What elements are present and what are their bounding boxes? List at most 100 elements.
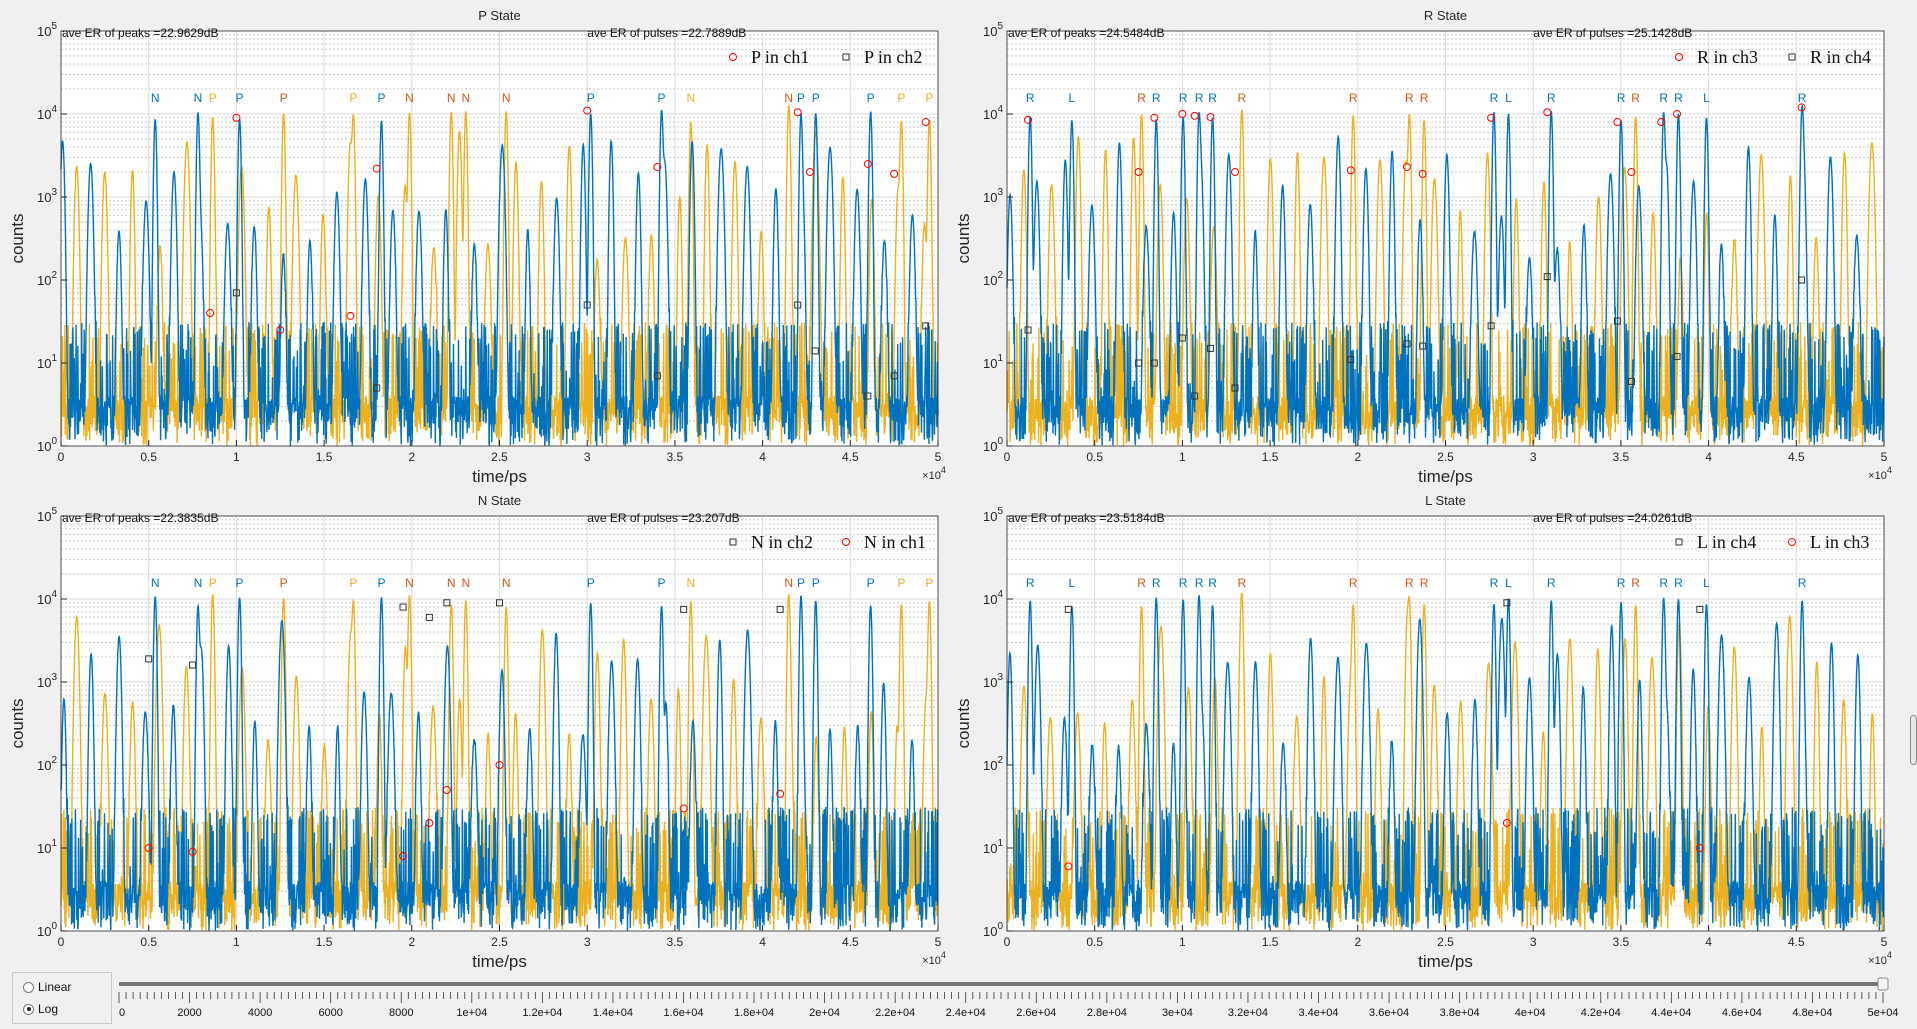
square-marker xyxy=(1347,356,1355,364)
peak-label: R xyxy=(1238,576,1247,590)
x-exponent-label: ×104 xyxy=(922,465,946,482)
er-peaks-text: ave ER of peaks =23.5184dB xyxy=(1008,511,1164,525)
square-marker xyxy=(443,599,451,607)
x-tick-label: 1 xyxy=(1179,935,1186,949)
radio-log-label: Log xyxy=(38,1002,59,1016)
er-peaks-text: ave ER of peaks =22.3835dB xyxy=(62,511,218,525)
slider-tick-label: 4e+04 xyxy=(1515,1007,1546,1019)
peak-label: R xyxy=(1798,576,1807,590)
y-tick-label: 101 xyxy=(983,838,1003,856)
slider-track[interactable] xyxy=(119,982,1883,986)
y-tick-label: 103 xyxy=(983,672,1003,690)
peak-label: R xyxy=(1195,91,1204,105)
circle-marker xyxy=(1502,819,1511,828)
radio-log[interactable]: Log xyxy=(23,1002,58,1016)
x-tick-label: 0.5 xyxy=(140,450,157,464)
y-tick-label: 104 xyxy=(983,104,1003,122)
trace-blue-channel xyxy=(1006,594,1885,931)
radio-linear-circle[interactable] xyxy=(23,981,34,993)
peak-label: P xyxy=(897,576,905,590)
peak-label: R xyxy=(1659,576,1668,590)
circle-marker xyxy=(1346,166,1355,175)
circle-marker xyxy=(495,761,504,769)
x-tick-label: 5 xyxy=(935,935,942,949)
circle-marker xyxy=(1797,103,1806,112)
y-tick-label: 100 xyxy=(37,921,57,939)
peak-label: P xyxy=(797,576,805,590)
peak-label: P xyxy=(925,576,933,590)
slider-tick-label: 4.8e+04 xyxy=(1792,1007,1832,1019)
radio-linear[interactable]: Linear xyxy=(23,980,71,994)
x-tick-label: 1.5 xyxy=(1262,935,1279,949)
square-marker xyxy=(1696,605,1704,613)
peak-label: P xyxy=(377,91,385,105)
peak-label: N xyxy=(151,576,160,590)
radio-log-circle[interactable] xyxy=(23,1003,34,1015)
circle-marker xyxy=(442,785,451,794)
peak-label: N xyxy=(461,91,470,105)
peak-label: P xyxy=(349,576,357,590)
er-peaks-text: ave ER of peaks =24.5484dB xyxy=(1008,26,1164,40)
square-marker xyxy=(890,372,898,380)
slider-tick-label: 3.8e+04 xyxy=(1440,1007,1480,1019)
slider-tick-label: 2.4e+04 xyxy=(946,1007,986,1019)
slider-tick-label: 0 xyxy=(119,1007,125,1019)
circle-marker xyxy=(1150,113,1159,122)
vertical-scrollbar-thumb[interactable] xyxy=(1910,715,1917,765)
trace-yellow-channel xyxy=(60,593,939,931)
legend-entry-label: P in ch2 xyxy=(864,47,922,67)
peak-label: R xyxy=(1349,576,1358,590)
y-tick-label: 100 xyxy=(37,436,57,454)
circle-marker xyxy=(276,325,285,334)
y-axis-label: counts xyxy=(8,213,27,263)
peak-label: R xyxy=(1179,91,1188,105)
x-tick-label: 5 xyxy=(935,450,942,464)
plot-title: N State xyxy=(478,493,521,508)
peak-label: N xyxy=(405,576,414,590)
slider-tick-label: 5e+04 xyxy=(1868,1007,1899,1019)
peak-label: P xyxy=(897,91,905,105)
slider-tick-label: 2000 xyxy=(177,1007,201,1019)
x-tick-label: 3 xyxy=(1530,935,1537,949)
y-tick-label: 104 xyxy=(37,589,57,607)
x-tick-label: 0 xyxy=(58,450,65,464)
x-tick-label: 3 xyxy=(1530,450,1537,464)
circle-marker xyxy=(1190,111,1199,120)
square-marker xyxy=(1178,334,1186,342)
y-tick-label: 101 xyxy=(37,838,57,856)
peak-label: P xyxy=(925,91,933,105)
y-tick-label: 100 xyxy=(983,921,1003,939)
slider-handle[interactable] xyxy=(1877,977,1889,991)
x-tick-label: 4.5 xyxy=(842,450,859,464)
peak-label: P xyxy=(377,576,385,590)
circle-marker xyxy=(372,164,381,173)
plot-title: L State xyxy=(1425,493,1466,508)
slider-tick-label: 3.2e+04 xyxy=(1228,1007,1268,1019)
y-tick-label: 104 xyxy=(37,104,57,122)
x-tick-label: 3 xyxy=(584,935,591,949)
square-marker xyxy=(1206,344,1214,352)
peak-label: N xyxy=(687,91,696,105)
slider-tick-label: 4.6e+04 xyxy=(1722,1007,1762,1019)
x-tick-label: 2.5 xyxy=(491,935,508,949)
square-marker xyxy=(1419,342,1427,350)
peak-label: R xyxy=(1152,91,1161,105)
peak-label: R xyxy=(1420,576,1429,590)
trace-blue-channel xyxy=(1006,105,1885,446)
peak-label: R xyxy=(1674,91,1683,105)
peak-label: L xyxy=(1069,576,1076,590)
radio-linear-label: Linear xyxy=(38,980,72,994)
y-axis-label: counts xyxy=(954,698,973,748)
slider-tick-label: 1.8e+04 xyxy=(734,1007,774,1019)
y-tick-label: 101 xyxy=(983,353,1003,371)
trace-blue-channel xyxy=(60,595,939,931)
circle-marker xyxy=(1231,168,1240,177)
x-exponent-label: ×104 xyxy=(1868,465,1892,482)
peak-label: R xyxy=(1659,91,1668,105)
peak-label: P xyxy=(812,576,820,590)
circle-marker xyxy=(206,309,215,318)
circle-marker xyxy=(921,118,930,127)
peak-label: P xyxy=(236,91,244,105)
x-tick-label: 2.5 xyxy=(1437,935,1454,949)
